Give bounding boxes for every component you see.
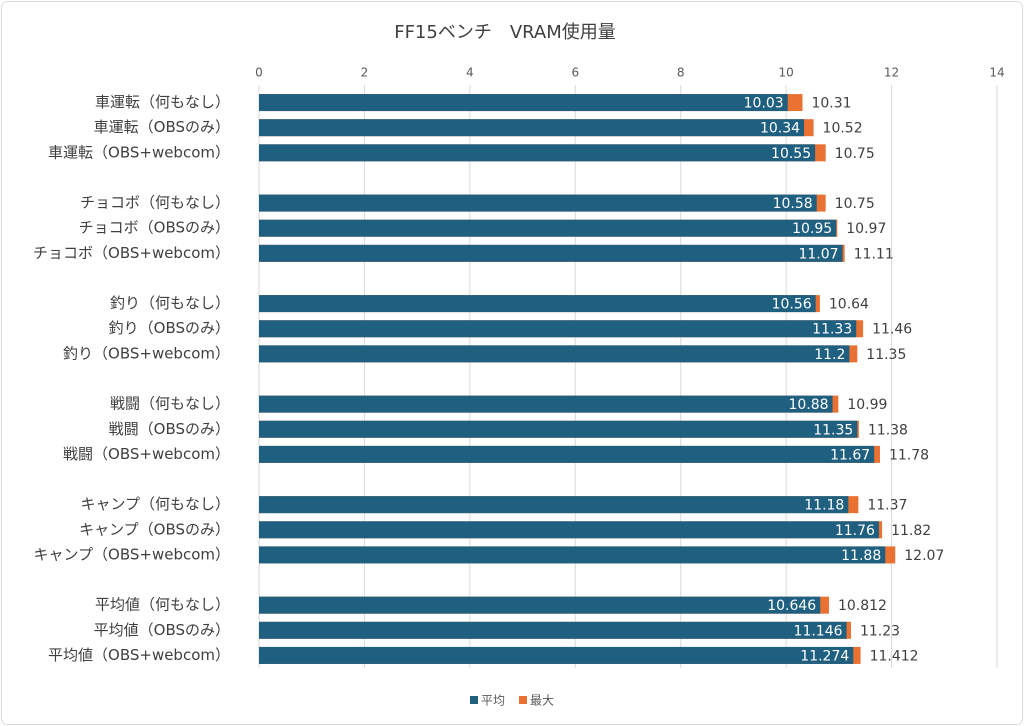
bar (259, 320, 857, 338)
bar (259, 244, 843, 262)
data-label: 11.78 (889, 447, 929, 463)
data-label: 10.99 (847, 397, 887, 413)
data-label: 11.11 (854, 246, 894, 262)
y-tick-label: キャンプ（OBSのみ） (79, 520, 230, 538)
data-label: 11.412 (870, 648, 919, 664)
bar (259, 621, 847, 639)
x-tick-label: 4 (466, 66, 474, 80)
data-label: 11.35 (866, 347, 906, 363)
data-label: 10.97 (846, 221, 886, 237)
bar (259, 345, 850, 363)
data-label: 11.07 (798, 246, 838, 262)
y-tick-label: 釣り（何もなし） (110, 294, 230, 312)
data-label: 10.95 (792, 221, 832, 237)
chart-title: FF15ベンチ VRAM使用量 (394, 22, 616, 43)
data-label: 11.33 (812, 322, 852, 338)
data-label: 10.75 (835, 196, 875, 212)
y-tick-label: キャンプ（何もなし） (80, 495, 230, 513)
x-tick-label: 10 (779, 66, 794, 80)
y-tick-label: 釣り（OBS+webcom） (63, 344, 230, 362)
y-tick-label: 平均値（OBS+webcom） (48, 646, 230, 664)
data-label: 10.55 (771, 146, 811, 162)
data-label: 10.812 (838, 598, 887, 614)
data-label: 11.18 (804, 498, 844, 514)
data-label: 10.88 (788, 397, 828, 413)
data-label: 11.67 (830, 447, 870, 463)
y-tick-label: 平均値（OBSのみ） (94, 621, 230, 639)
data-label: 11.2 (814, 347, 845, 363)
data-label: 10.646 (767, 598, 816, 614)
bar (259, 420, 858, 438)
bar (259, 496, 849, 514)
x-tick-label: 14 (989, 66, 1004, 80)
bar (259, 119, 805, 137)
y-tick-label: チョコボ（何もなし） (80, 194, 230, 212)
bar (259, 445, 875, 463)
x-tick-label: 2 (361, 66, 369, 80)
bar (259, 144, 816, 162)
y-tick-label: 車運転（OBSのみ） (94, 118, 230, 136)
bar (259, 521, 879, 539)
y-tick-label: 平均値（何もなし） (95, 596, 230, 614)
x-tick-label: 0 (255, 66, 263, 80)
data-label: 11.38 (868, 422, 908, 438)
y-tick-label: 車運転（OBS+webcom） (48, 143, 230, 161)
data-label: 11.82 (891, 523, 931, 539)
data-label: 11.274 (800, 648, 849, 664)
y-tick-label: 戦闘（何もなし） (110, 395, 230, 413)
data-label: 10.34 (760, 121, 800, 137)
x-tick-label: 12 (884, 66, 899, 80)
bar (259, 646, 854, 664)
data-label: 10.52 (823, 121, 863, 137)
legend-swatch (470, 696, 478, 704)
y-tick-label: チョコボ（OBS+webcom） (33, 244, 230, 262)
bar (259, 194, 817, 212)
data-label: 11.146 (794, 623, 843, 639)
legend-label: 最大 (530, 694, 554, 708)
y-tick-label: 車運転（何もなし） (95, 93, 230, 111)
y-tick-label: 戦闘（OBS+webcom） (63, 445, 230, 463)
data-label: 11.35 (813, 422, 853, 438)
data-label: 12.07 (904, 548, 944, 564)
data-label: 11.23 (860, 623, 900, 639)
data-label: 10.56 (772, 297, 812, 313)
data-label: 10.58 (773, 196, 813, 212)
data-label: 11.37 (867, 498, 907, 514)
y-tick-label: キャンプ（OBS+webcom） (33, 545, 230, 563)
y-tick-label: 戦闘（OBSのみ） (109, 420, 230, 438)
x-tick-label: 6 (571, 66, 579, 80)
data-label: 10.75 (835, 146, 875, 162)
y-tick-label: チョコボ（OBSのみ） (79, 219, 230, 237)
y-tick-label: 釣り（OBSのみ） (109, 319, 230, 337)
bar (259, 295, 816, 313)
bar (259, 596, 821, 614)
data-label: 10.03 (744, 96, 784, 112)
data-label: 11.76 (835, 523, 875, 539)
legend-label: 平均 (481, 694, 505, 708)
data-label: 10.31 (811, 96, 851, 112)
x-tick-label: 8 (677, 66, 685, 80)
bar (259, 219, 837, 237)
data-label: 11.88 (841, 548, 881, 564)
bar (259, 546, 886, 564)
data-label: 10.64 (829, 297, 869, 313)
data-label: 11.46 (872, 322, 912, 338)
bar (259, 94, 788, 112)
legend-swatch (519, 696, 528, 704)
bar (259, 395, 833, 413)
